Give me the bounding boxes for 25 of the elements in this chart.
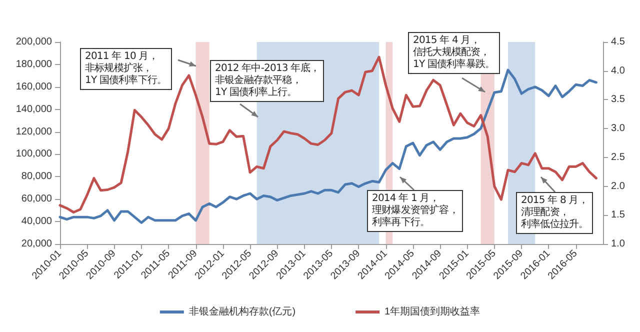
y2-tick-label: 2.0 xyxy=(611,180,626,192)
y-tick-label: 60,000 xyxy=(21,194,52,205)
y-tick-label: 120,000 xyxy=(16,126,52,138)
annotation: 2015 年 8 月，清理配资，利率低位拉升。 xyxy=(516,192,594,234)
y-tick-label: 200,000 xyxy=(16,36,52,48)
legend-label: 非银金融机构存款(亿元) xyxy=(188,306,296,318)
y2-tick-label: 1.5 xyxy=(611,210,626,221)
y2-tick-label: 2.5 xyxy=(611,152,626,163)
y2-tick-label: 3.5 xyxy=(611,94,626,106)
annotation: 2015 年 4 月，信托大规模配资，1Y 国债利率暴跌。 xyxy=(408,32,500,74)
y-tick-label: 100,000 xyxy=(16,148,52,160)
y-tick-label: 80,000 xyxy=(21,171,52,182)
legend-label: 1年期国债到期收益率 xyxy=(384,306,480,318)
y-tick-label: 140,000 xyxy=(16,104,52,115)
y-tick-label: 180,000 xyxy=(16,58,52,70)
y2-tick-label: 1.0 xyxy=(611,238,626,250)
y-tick-label: 160,000 xyxy=(16,81,52,92)
annotation: 2014 年 1 月，理财爆发资管扩容，利率再下行。 xyxy=(367,190,464,232)
y-tick-label: 40,000 xyxy=(21,216,52,228)
y2-tick-label: 3.0 xyxy=(611,123,626,134)
y2-tick-label: 4.5 xyxy=(611,36,626,48)
annotation: 2012 年中-2013 年底，非银金融存款平稳，1Y 国债利率上行。 xyxy=(210,60,324,102)
y-tick-label: 20,000 xyxy=(21,238,52,250)
annotation: 2011 年 10 月，非标规模扩张，1Y 国债利率下行。 xyxy=(80,48,172,90)
y2-tick-label: 4.0 xyxy=(611,65,626,76)
